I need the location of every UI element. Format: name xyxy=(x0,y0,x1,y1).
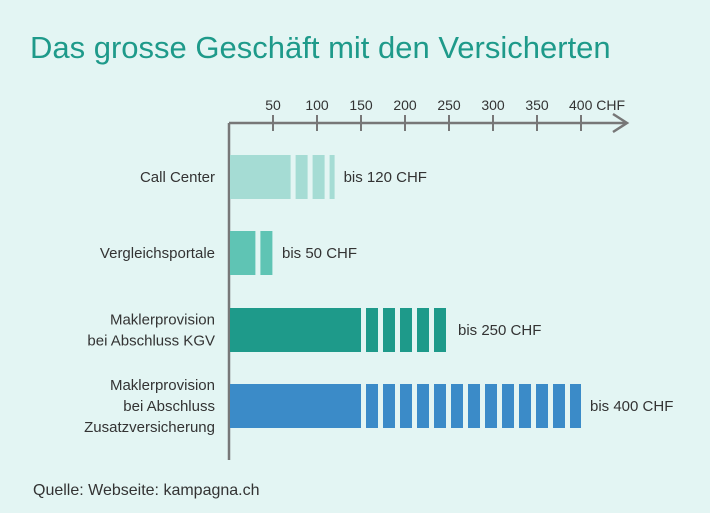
category-label: Vergleichsportale xyxy=(100,245,215,262)
bar-segment xyxy=(383,308,395,352)
bar-segment xyxy=(366,384,378,428)
x-tick-label: 100 xyxy=(305,97,329,113)
bar-segment xyxy=(434,308,446,352)
bar-segment xyxy=(536,384,548,428)
bar-segment xyxy=(400,308,412,352)
bar-segment xyxy=(434,384,446,428)
value-labels: bis 120 CHF bis 50 CHF bis 250 CHF bis 400 … xyxy=(282,169,673,415)
x-axis-arrow xyxy=(612,112,630,134)
bar-solid xyxy=(230,231,256,275)
bar-segment xyxy=(260,231,273,275)
bar-segment xyxy=(417,308,429,352)
axes xyxy=(227,112,630,460)
x-tick-label: 250 xyxy=(437,97,461,113)
bar-segment xyxy=(329,155,335,199)
x-tick-label: 300 xyxy=(481,97,505,113)
bar-segment xyxy=(570,384,581,428)
bar-segment xyxy=(400,384,412,428)
bar-solid xyxy=(230,155,291,199)
category-labels: Call Center Vergleichsportale Maklerprovis… xyxy=(84,169,215,436)
x-tick-label: 350 xyxy=(525,97,549,113)
chart-title: Das grosse Geschäft mit den Versicherten xyxy=(30,30,611,65)
bar-segment xyxy=(485,384,497,428)
x-axis-ticks: 50 100 150 200 250 300 350 400 CHF xyxy=(265,97,625,131)
x-tick-label: 50 xyxy=(265,97,281,113)
bar-segment xyxy=(295,155,308,199)
value-label: bis 400 CHF xyxy=(590,398,673,415)
bar-segment xyxy=(312,155,325,199)
bar-segment xyxy=(502,384,514,428)
category-label: bei Abschluss xyxy=(123,398,215,415)
bar-segment xyxy=(451,384,463,428)
bar-solid xyxy=(230,308,361,352)
bar-segment xyxy=(553,384,565,428)
category-label: Call Center xyxy=(140,169,215,186)
category-label: Zusatzversicherung xyxy=(84,419,215,436)
bar-segment xyxy=(519,384,531,428)
x-tick-label: 400 CHF xyxy=(569,97,625,113)
bar-segment xyxy=(417,384,429,428)
x-tick-label: 200 xyxy=(393,97,417,113)
bar-segment xyxy=(383,384,395,428)
value-label: bis 50 CHF xyxy=(282,245,357,262)
bars xyxy=(230,155,581,428)
value-label: bis 250 CHF xyxy=(458,322,541,339)
category-label: Maklerprovision xyxy=(110,312,215,329)
source-note: Quelle: Webseite: kampagna.ch xyxy=(33,482,260,499)
bar-solid xyxy=(230,384,361,428)
category-label: Maklerprovision xyxy=(110,377,215,394)
x-tick-label: 150 xyxy=(349,97,373,113)
bar-segment xyxy=(468,384,480,428)
value-label: bis 120 CHF xyxy=(344,169,427,186)
bar-segment xyxy=(366,308,378,352)
category-label: bei Abschluss KGV xyxy=(87,333,215,350)
